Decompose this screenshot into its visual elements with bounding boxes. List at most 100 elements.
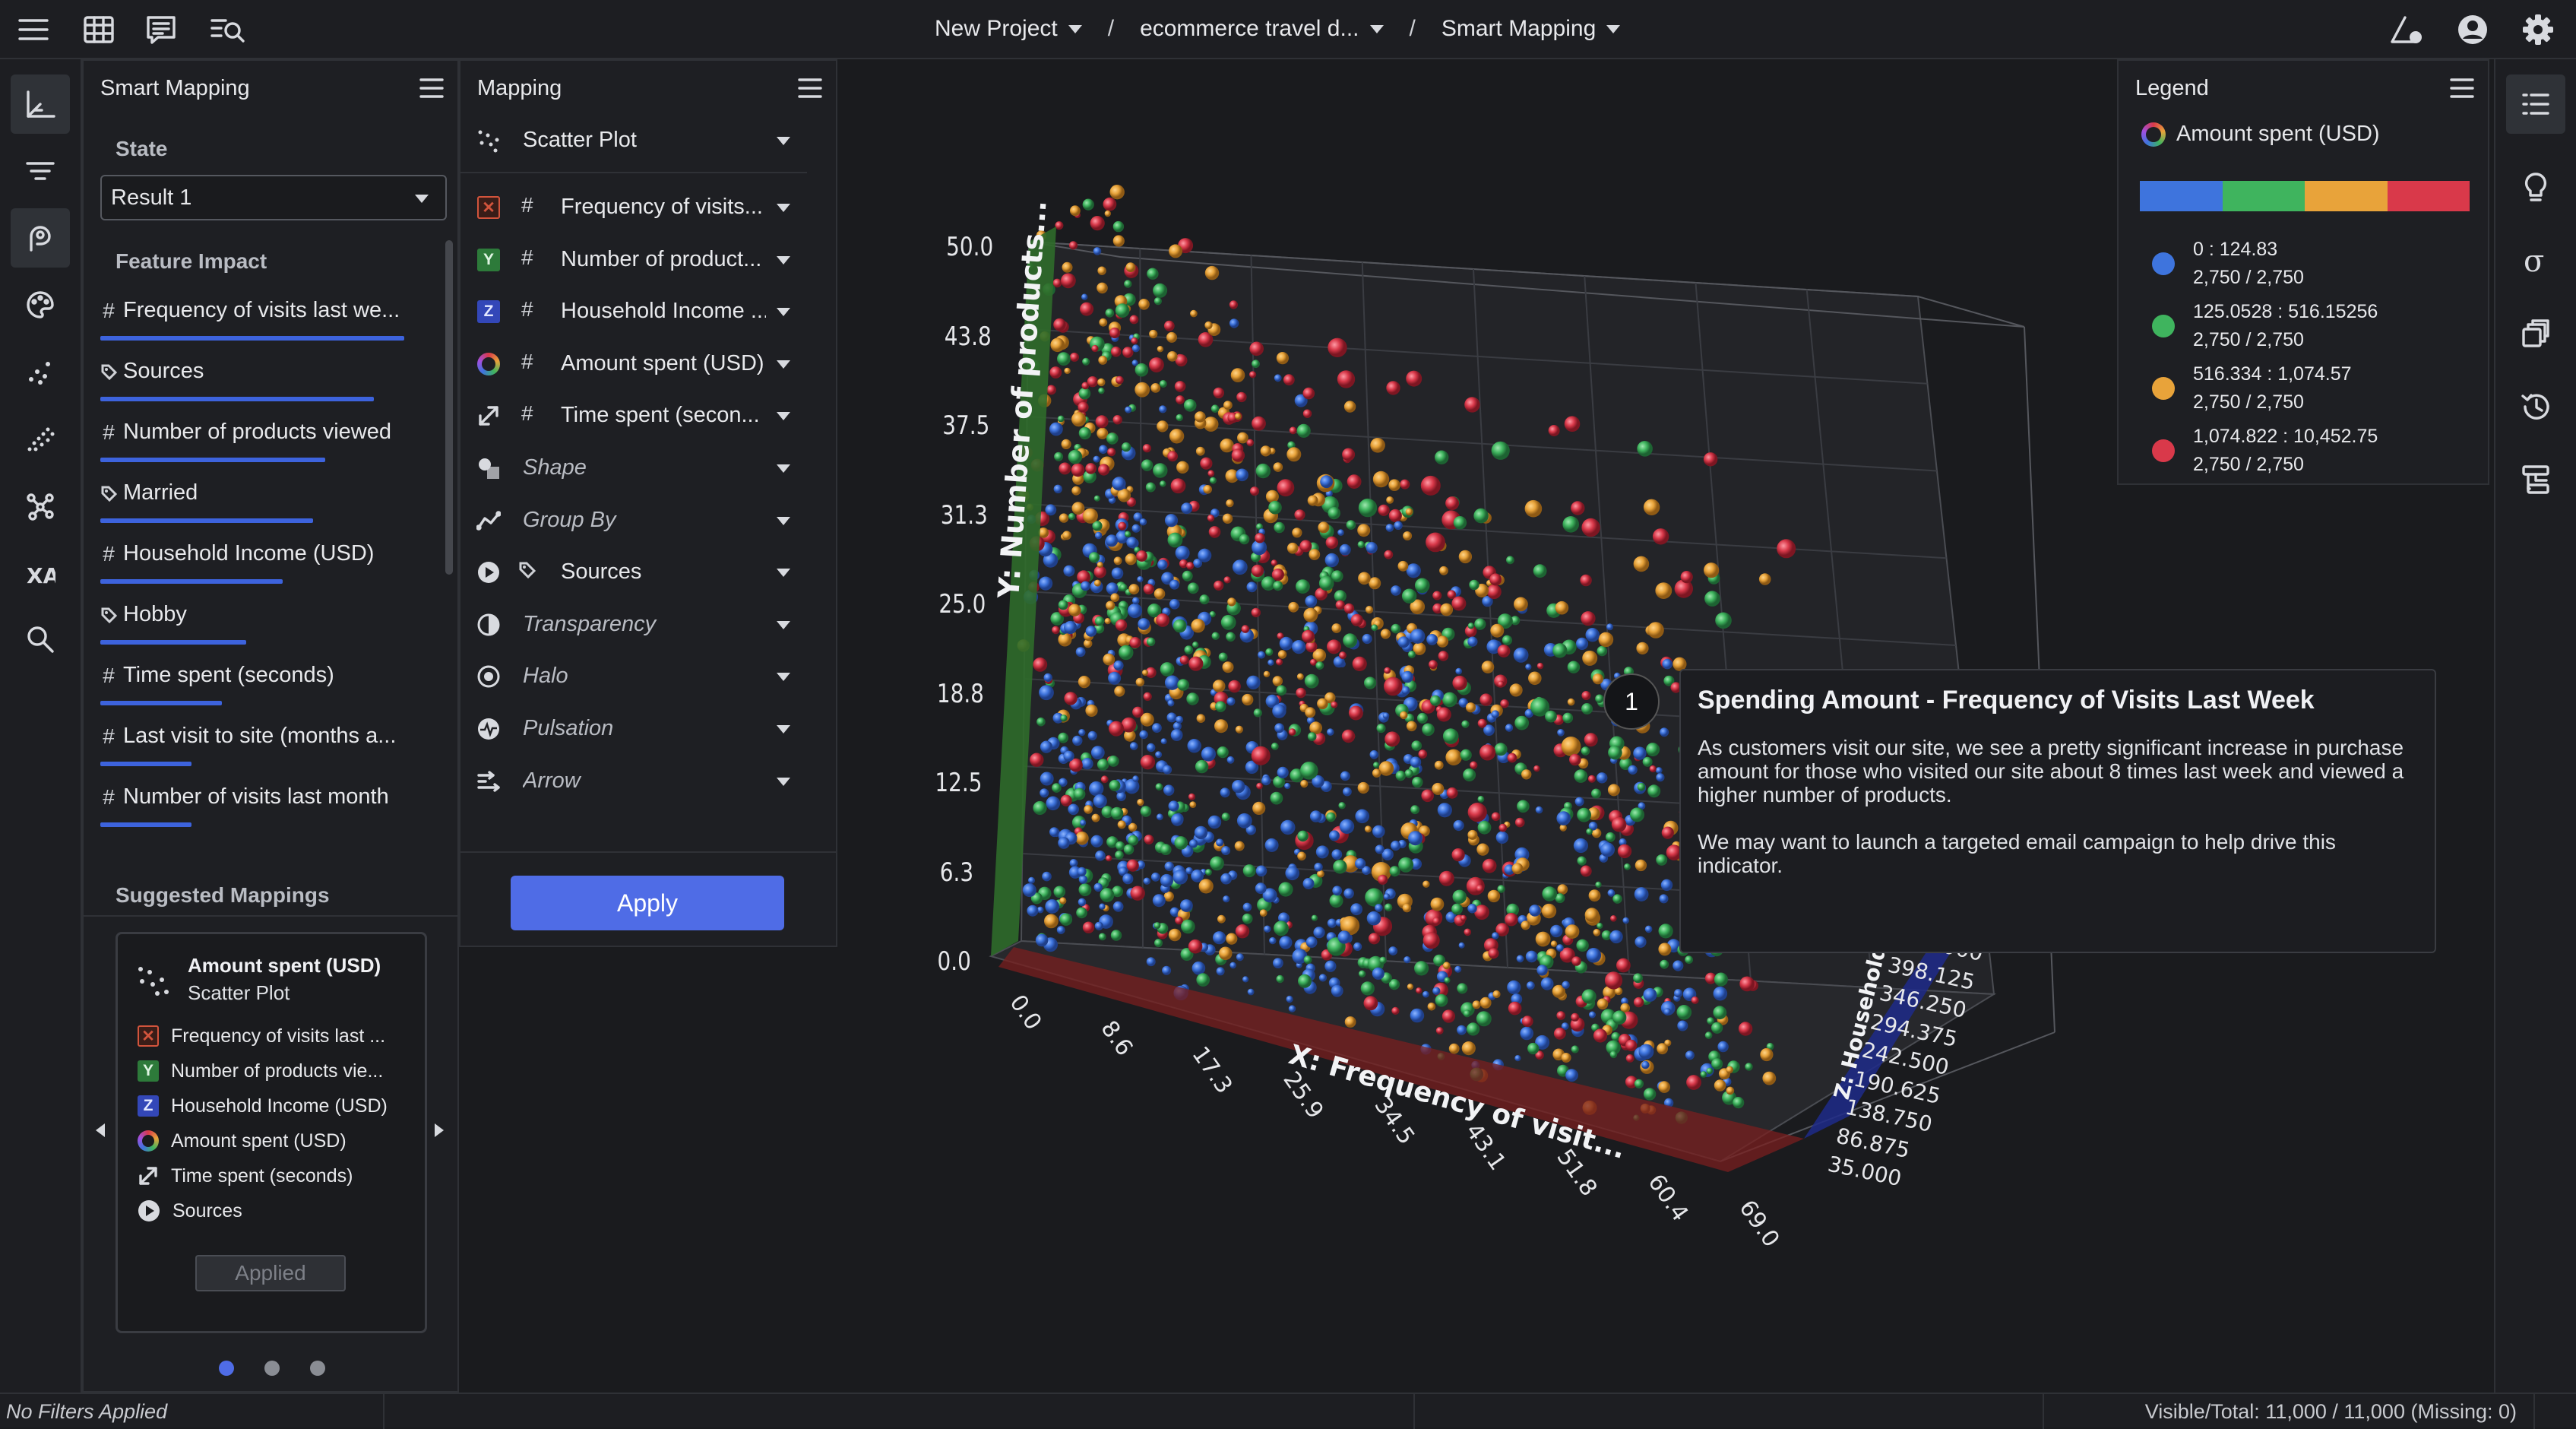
data-point	[1686, 1075, 1701, 1090]
xai-icon[interactable]: XAI	[11, 543, 70, 602]
data-point	[1350, 903, 1362, 916]
feature-impact-item[interactable]: # Household Income (USD)	[100, 532, 448, 593]
legend-bin-item[interactable]: 516.334 : 1,074.57 2,750 / 2,750	[2152, 360, 2352, 417]
legend-bin-item[interactable]: 0 : 124.83 2,750 / 2,750	[2152, 236, 2304, 292]
divider	[1413, 1394, 1415, 1429]
feature-list-scrollbar[interactable]	[445, 240, 453, 575]
filter-icon[interactable]	[11, 141, 70, 201]
dense-scatter-icon[interactable]	[11, 409, 70, 468]
feature-impact-item[interactable]: Sources	[100, 350, 448, 410]
data-point	[1218, 946, 1233, 961]
data-search-icon[interactable]	[208, 10, 248, 49]
data-point	[1573, 838, 1588, 854]
chart-type-select[interactable]: Scatter Plot	[460, 112, 807, 173]
data-point	[1125, 262, 1136, 272]
mapping-row-z-axis[interactable]: Z # Household Income ...	[460, 284, 807, 340]
data-point	[1246, 439, 1254, 447]
mapping-row-pulsation[interactable]: Pulsation	[460, 701, 807, 757]
data-point	[1526, 981, 1535, 990]
breadcrumb-dataset[interactable]: ecommerce travel d...	[1140, 16, 1384, 42]
data-point	[1335, 600, 1345, 610]
panel-menu-icon[interactable]	[2450, 78, 2474, 99]
insight-marker[interactable]: 1	[1603, 673, 1660, 730]
carousel-dot[interactable]	[310, 1361, 325, 1376]
mapping-row-group-by[interactable]: Group By	[460, 493, 807, 549]
alerts-icon[interactable]	[2388, 10, 2427, 49]
axes-icon[interactable]	[11, 74, 70, 134]
mapping-row-color[interactable]: # Amount spent (USD)	[460, 336, 807, 392]
feature-impact-item[interactable]: Hobby	[100, 593, 448, 654]
data-point	[1156, 813, 1163, 821]
settings-gear-icon[interactable]	[2518, 10, 2558, 49]
apply-button[interactable]: Apply	[511, 876, 784, 930]
data-point	[1112, 235, 1125, 247]
legend-bin-item[interactable]: 125.0528 : 516.15256 2,750 / 2,750	[2152, 298, 2378, 354]
feature-impact-item[interactable]: # Time spent (seconds)	[100, 654, 448, 714]
menu-icon[interactable]	[14, 10, 53, 49]
data-point	[1236, 813, 1252, 829]
data-point	[1143, 584, 1154, 594]
mapping-row-shape[interactable]: Shape	[460, 440, 807, 496]
layers-icon[interactable]	[2506, 304, 2565, 363]
data-point	[1457, 1025, 1467, 1035]
smart-mapping-icon[interactable]	[11, 208, 70, 268]
previous-suggestion-icon[interactable]	[94, 1122, 106, 1139]
notes-icon[interactable]	[141, 10, 181, 49]
legend-list-icon[interactable]	[2506, 74, 2565, 134]
scatter-icon[interactable]	[11, 342, 70, 401]
legend-bin-item[interactable]: 1,074.822 : 10,452.75 2,750 / 2,750	[2152, 423, 2378, 479]
search-icon[interactable]	[11, 610, 70, 669]
feature-impact-item[interactable]: # Frequency of visits last we...	[100, 289, 448, 350]
data-point	[1242, 864, 1256, 878]
statistics-sigma-icon[interactable]: σ	[2506, 231, 2565, 290]
data-point	[1542, 886, 1557, 901]
mapping-row-x-axis[interactable]: ✕ # Frequency of visits...	[460, 179, 807, 236]
data-point	[1303, 607, 1318, 623]
history-icon[interactable]	[2506, 377, 2565, 436]
chevron-down-icon	[777, 777, 790, 786]
mapping-row-halo[interactable]: Halo	[460, 648, 807, 705]
y-axis-icon: Y	[476, 247, 502, 273]
applied-button[interactable]: Applied	[195, 1255, 346, 1291]
data-flow-icon[interactable]	[2506, 450, 2565, 509]
account-icon[interactable]	[2453, 10, 2492, 49]
suggestion-card[interactable]: Amount spent (USD) Scatter Plot ✕ Frequen…	[116, 932, 427, 1333]
data-point	[1285, 866, 1299, 881]
state-select[interactable]: Result 1	[100, 175, 447, 220]
data-point	[1401, 686, 1410, 695]
data-point	[1416, 987, 1422, 994]
data-point	[1685, 1050, 1695, 1060]
breadcrumb-view[interactable]: Smart Mapping	[1441, 16, 1621, 42]
table-icon[interactable]	[79, 10, 119, 49]
mapping-row-size[interactable]: # Time spent (secon...	[460, 388, 807, 444]
data-point	[1255, 463, 1271, 479]
mapping-row-transparency[interactable]: Transparency	[460, 597, 807, 653]
data-point	[1175, 354, 1188, 367]
breadcrumb-project[interactable]: New Project	[935, 16, 1082, 42]
feature-impact-item[interactable]: # Number of visits last month	[100, 775, 448, 836]
feature-impact-item[interactable]: # Last visit to site (months a...	[100, 714, 448, 775]
feature-impact-item[interactable]: Married	[100, 471, 448, 532]
data-point	[1673, 657, 1687, 671]
panel-menu-icon[interactable]	[798, 78, 822, 99]
feature-impact-item[interactable]: # Number of products viewed	[100, 410, 448, 471]
data-point	[1362, 866, 1371, 875]
network-icon[interactable]	[11, 476, 70, 535]
insights-lightbulb-icon[interactable]	[2506, 158, 2565, 217]
data-point	[1160, 738, 1167, 745]
data-point	[1169, 244, 1182, 258]
mapping-row-y-axis[interactable]: Y # Number of product...	[460, 232, 807, 288]
legend-bin-count: 2,750 / 2,750	[2193, 267, 2304, 288]
data-point	[1093, 882, 1103, 892]
carousel-dot-active[interactable]	[219, 1361, 234, 1376]
palette-icon[interactable]	[11, 275, 70, 334]
mapping-row-arrow[interactable]: Arrow	[460, 753, 807, 810]
mapping-row-play[interactable]: Sources	[460, 544, 807, 600]
feature-impact-bar	[100, 579, 283, 584]
carousel-dot[interactable]	[264, 1361, 280, 1376]
panel-menu-icon[interactable]	[419, 78, 444, 99]
next-suggestion-icon[interactable]	[433, 1122, 445, 1139]
data-point	[1033, 800, 1047, 816]
mapping-field-label: Amount spent (USD)	[561, 350, 764, 375]
data-point	[1035, 933, 1049, 947]
